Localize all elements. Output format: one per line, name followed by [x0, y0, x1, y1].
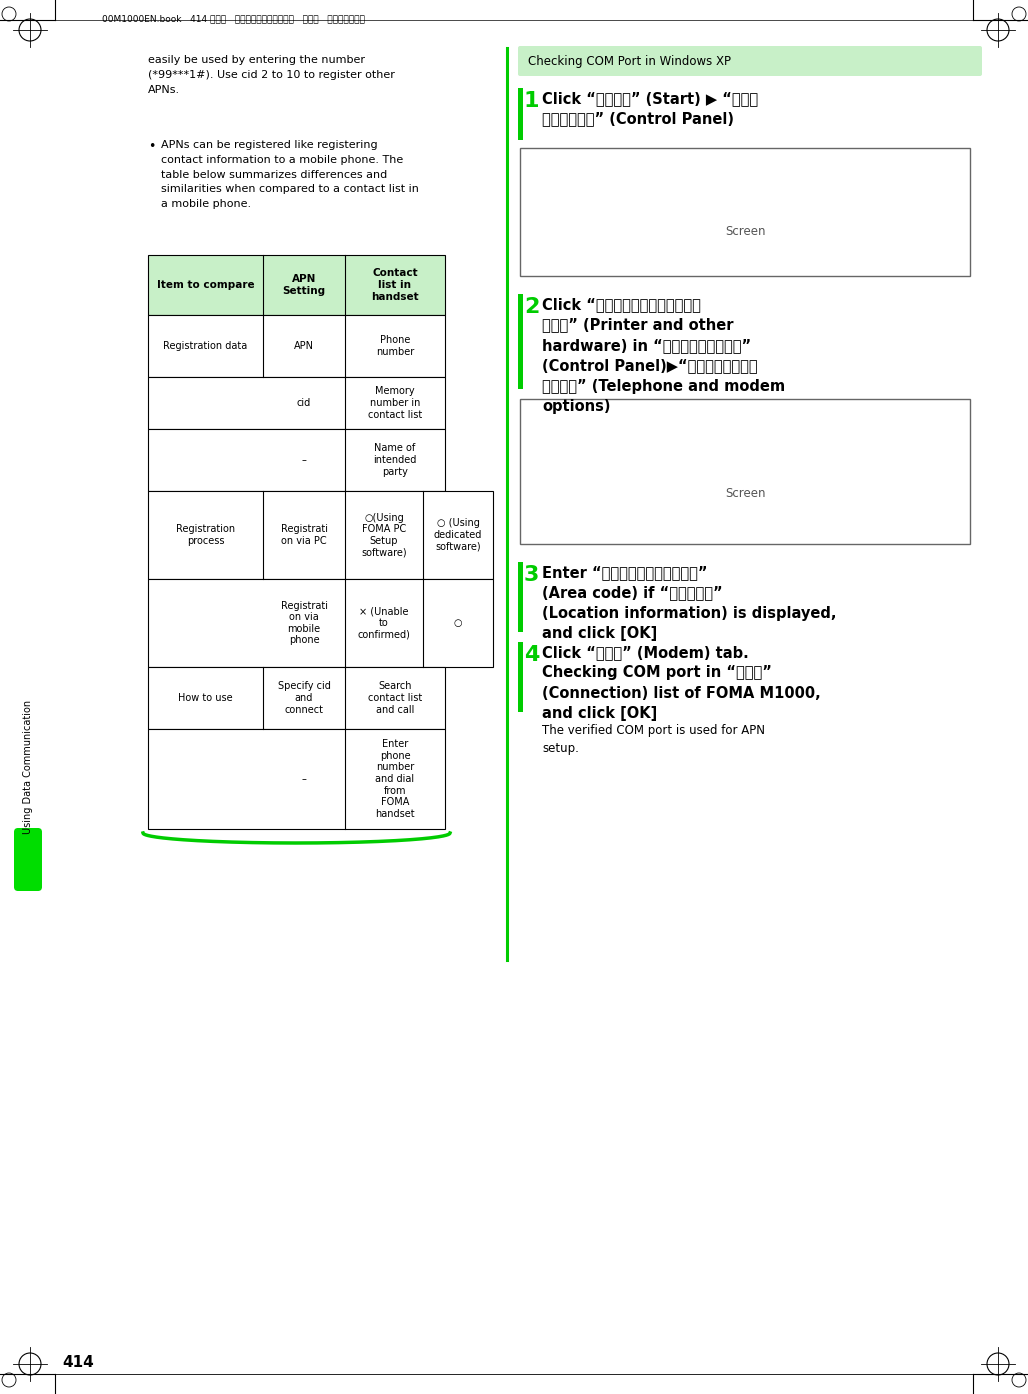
Text: Registration data: Registration data — [163, 342, 248, 351]
Bar — [518, 643, 523, 712]
Bar — [518, 88, 523, 139]
Text: Enter “市外局番／エリアコード”
(Area code) if “所在地情報”
(Location information) is displayed,
: Enter “市外局番／エリアコード” (Area code) if “所在地情… — [542, 565, 837, 641]
Text: 2: 2 — [524, 297, 540, 316]
Bar — [148, 491, 493, 579]
Text: ○ (Using
dedicated
software): ○ (Using dedicated software) — [434, 519, 482, 552]
Bar — [518, 562, 523, 631]
Bar — [148, 315, 445, 376]
Text: Phone
number: Phone number — [376, 335, 414, 357]
Bar — [148, 579, 493, 666]
Text: How to use: How to use — [178, 693, 232, 703]
Text: Name of
intended
party: Name of intended party — [373, 443, 416, 477]
Text: ○: ○ — [453, 618, 463, 629]
Text: Click “プリンタとその他のハード
ウェア” (Printer and other
hardware) in “コントロールパネル”
(Control Pa: Click “プリンタとその他のハード ウェア” (Printer and ot… — [542, 297, 785, 414]
Text: Enter
phone
number
and dial
from
FOMA
handset: Enter phone number and dial from FOMA ha… — [375, 739, 415, 818]
Text: Search
contact list
and call: Search contact list and call — [368, 682, 423, 715]
Text: 414: 414 — [62, 1355, 94, 1370]
Bar — [148, 255, 445, 315]
Text: –: – — [301, 774, 306, 783]
Bar — [148, 429, 445, 491]
Text: 4: 4 — [524, 645, 540, 665]
Text: Item to compare: Item to compare — [156, 280, 254, 290]
Text: APN
Setting: APN Setting — [283, 275, 326, 296]
Text: ○(Using
FOMA PC
Setup
software): ○(Using FOMA PC Setup software) — [361, 513, 407, 558]
Text: Screen: Screen — [725, 224, 765, 238]
Bar — [148, 376, 445, 429]
Text: Registration
process: Registration process — [176, 524, 235, 546]
Text: Using Data Communication: Using Data Communication — [23, 700, 33, 834]
Text: 3: 3 — [524, 565, 540, 585]
Text: Specify cid
and
connect: Specify cid and connect — [278, 682, 330, 715]
Text: Screen: Screen — [725, 487, 765, 500]
Text: Click “モデム” (Modem) tab.
Checking COM port in “接続先”
(Connection) list of FOMA M1: Click “モデム” (Modem) tab. Checking COM po… — [542, 645, 820, 721]
Text: Click “スタート” (Start) ▶ “コント
ロールパネル” (Control Panel): Click “スタート” (Start) ▶ “コント ロールパネル” (Con… — [542, 91, 758, 127]
Text: Checking COM Port in Windows XP: Checking COM Port in Windows XP — [528, 54, 731, 67]
Text: 00M1000EN.book   414 ページ   ２００４年１１月２４日   水曜日   午前７時５６分: 00M1000EN.book 414 ページ ２００４年１１月２４日 水曜日 午… — [102, 14, 365, 22]
Text: Registrati
on via PC: Registrati on via PC — [281, 524, 328, 546]
Text: cid: cid — [297, 399, 311, 408]
Bar — [148, 666, 445, 729]
Text: 1: 1 — [524, 91, 540, 112]
Text: easily be used by entering the number
(*99***1#). Use cid 2 to 10 to register ot: easily be used by entering the number (*… — [148, 54, 395, 95]
Text: APNs can be registered like registering
contact information to a mobile phone. T: APNs can be registered like registering … — [161, 139, 418, 209]
Text: The verified COM port is used for APN
setup.: The verified COM port is used for APN se… — [542, 723, 765, 756]
Text: •: • — [148, 139, 155, 153]
FancyBboxPatch shape — [518, 46, 982, 77]
Bar — [518, 294, 523, 389]
Bar — [520, 399, 970, 544]
Text: × (Unable
to
confirmed): × (Unable to confirmed) — [358, 606, 410, 640]
Text: –: – — [301, 454, 306, 466]
FancyBboxPatch shape — [14, 828, 42, 891]
Bar — [148, 729, 445, 829]
Text: APN: APN — [294, 342, 314, 351]
Bar — [520, 148, 970, 276]
Text: Registrati
on via
mobile
phone: Registrati on via mobile phone — [281, 601, 328, 645]
Text: Contact
list in
handset: Contact list in handset — [371, 269, 418, 301]
Text: Memory
number in
contact list: Memory number in contact list — [368, 386, 423, 420]
